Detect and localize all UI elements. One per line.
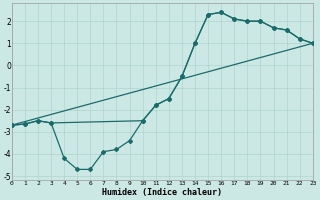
X-axis label: Humidex (Indice chaleur): Humidex (Indice chaleur) [102,188,222,197]
